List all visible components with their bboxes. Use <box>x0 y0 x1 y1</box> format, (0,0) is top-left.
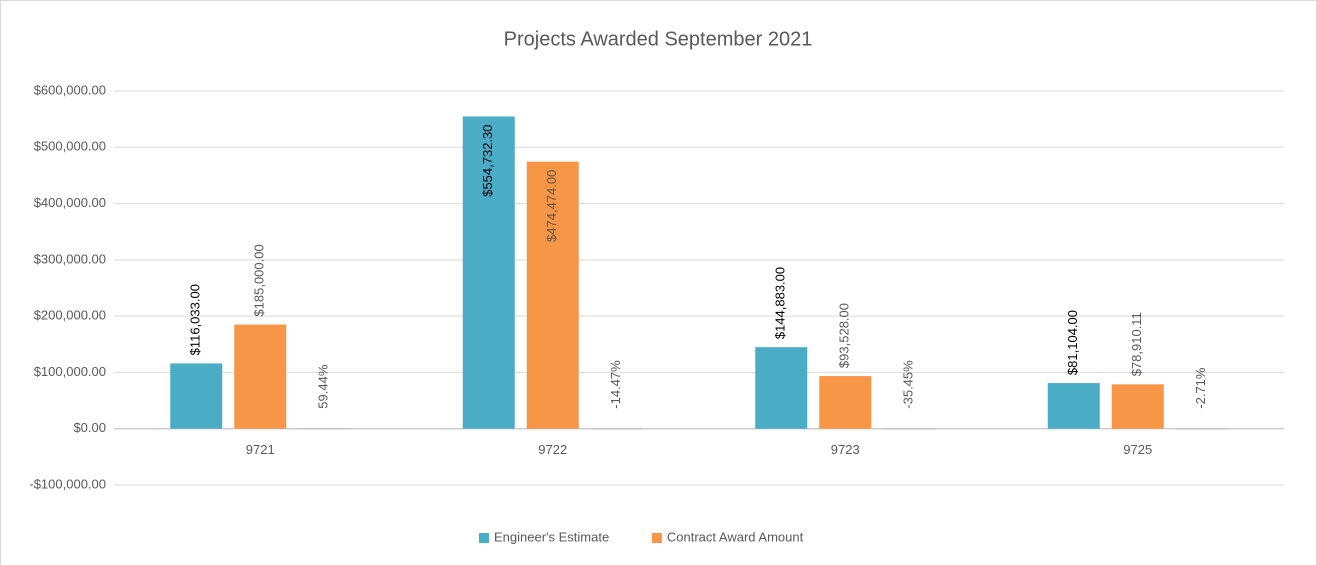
x-tick-label: 9722 <box>538 442 567 457</box>
data-label: $93,528.00 <box>837 303 852 368</box>
data-label: $116,033.00 <box>188 284 203 355</box>
data-label: -14.47% <box>608 360 623 409</box>
y-tick-label: -$100,000.00 <box>29 476 106 491</box>
bar <box>1111 384 1164 429</box>
data-label: $78,910.11 <box>1129 312 1144 376</box>
data-label: $554,732.30 <box>480 124 495 196</box>
bar <box>755 347 808 429</box>
bar <box>883 428 936 430</box>
x-tick-label: 9725 <box>1123 442 1152 457</box>
y-tick-label: $0.00 <box>73 420 106 435</box>
bar <box>526 161 579 429</box>
bar <box>1175 428 1228 430</box>
y-tick-label: $600,000.00 <box>34 82 106 97</box>
data-label: $474,474.00 <box>544 170 559 242</box>
data-label: -35.45% <box>901 360 916 409</box>
y-tick-label: $500,000.00 <box>34 139 106 154</box>
data-label: $144,883.00 <box>773 267 788 339</box>
bar <box>462 116 515 429</box>
data-label: $185,000.00 <box>252 244 267 316</box>
data-label: 59.44% <box>316 364 331 409</box>
x-tick-label: 9721 <box>246 442 275 457</box>
bar <box>1047 383 1100 429</box>
bar <box>170 363 223 429</box>
bar <box>819 376 872 429</box>
chart-title: Projects Awarded September 2021 <box>504 28 813 50</box>
y-tick-label: $100,000.00 <box>34 364 106 379</box>
bar <box>298 428 351 430</box>
data-label: -2.71% <box>1193 367 1208 409</box>
data-label: $81,104.00 <box>1065 310 1080 375</box>
legend-swatch <box>479 533 489 543</box>
legend-swatch <box>651 533 662 543</box>
bar <box>234 324 287 429</box>
legend-label: Contract Award Amount <box>667 529 804 544</box>
y-tick-label: $300,000.00 <box>34 251 106 266</box>
bar <box>590 428 643 430</box>
y-tick-label: $200,000.00 <box>34 308 106 323</box>
y-tick-label: $400,000.00 <box>34 195 106 210</box>
x-tick-label: 9723 <box>831 442 860 457</box>
legend-label: Engineer's Estimate <box>494 529 609 544</box>
